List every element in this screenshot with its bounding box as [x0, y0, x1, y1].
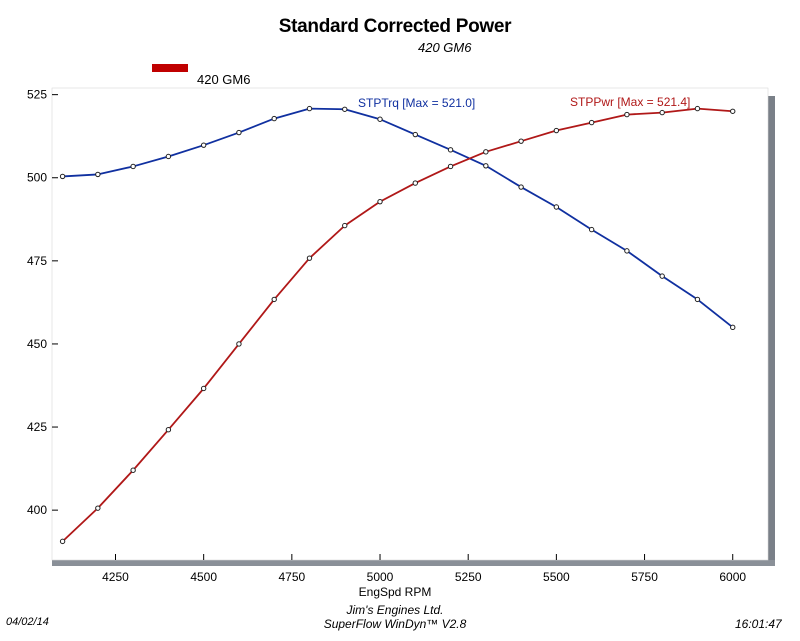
legend-swatch [152, 64, 188, 72]
data-point-stppwr [730, 108, 736, 114]
plot-frame [51, 87, 769, 561]
footer-date: 04/02/14 [6, 616, 49, 628]
data-point-stptrq [377, 116, 383, 122]
series-annotation-stppwr: STPPwr [Max = 521.4] [570, 95, 690, 109]
x-tick-label: 4500 [190, 570, 217, 584]
data-point-stppwr [130, 467, 136, 473]
data-point-stptrq [200, 142, 207, 148]
data-point-stppwr [483, 149, 489, 155]
series-annotation-stptrq: STPTrq [Max = 521.0] [358, 96, 475, 110]
data-point-stppwr [236, 341, 242, 347]
data-point-stppwr [165, 427, 172, 433]
legend-label: 420 GM6 [197, 72, 251, 87]
data-point-stptrq [659, 273, 665, 279]
y-tick-label: 400 [27, 503, 47, 517]
data-point-stptrq [624, 248, 630, 254]
data-point-stppwr [412, 180, 418, 186]
x-tick-label: 6000 [719, 570, 746, 584]
data-point-stptrq [518, 184, 524, 190]
x-tick-label: 4250 [102, 570, 129, 584]
x-tick-label: 4750 [278, 570, 305, 584]
data-point-stppwr [588, 119, 595, 126]
data-point-stptrq [306, 105, 313, 112]
y-tick-label: 450 [27, 337, 47, 351]
plot-frame-shadow [768, 96, 775, 566]
data-point-stptrq [130, 163, 136, 170]
data-point-stptrq [694, 296, 701, 303]
footer-software: SuperFlow WinDyn™ V2.8 [323, 617, 467, 631]
data-point-stptrq [59, 173, 66, 180]
x-tick-label: 5750 [631, 570, 658, 584]
data-point-stptrq [483, 163, 489, 169]
data-point-stppwr [342, 222, 348, 229]
y-tick-label: 475 [27, 254, 47, 268]
data-point-stppwr [306, 255, 313, 261]
data-point-stptrq [412, 131, 418, 138]
data-point-stptrq [730, 324, 736, 331]
data-point-stppwr [553, 127, 560, 134]
data-point-stptrq [271, 115, 277, 122]
series-line-stppwr [61, 107, 733, 543]
y-tick-label: 425 [27, 420, 47, 434]
chart-title: Standard Corrected Power [278, 16, 512, 37]
data-point-stppwr [659, 109, 665, 116]
data-point-stppwr [95, 505, 101, 511]
y-tick-label: 525 [27, 88, 47, 102]
data-point-stppwr [377, 198, 383, 205]
data-point-stppwr [59, 538, 66, 545]
series-line-stptrq [62, 107, 734, 329]
data-point-stptrq [588, 226, 595, 233]
x-tick-label: 5000 [367, 570, 394, 584]
x-axis: 4250 4500 4750 5000 5250 5500 5750 6000 [102, 554, 746, 584]
data-point-stppwr [518, 138, 524, 144]
y-tick-label: 500 [27, 171, 47, 185]
plot-frame-shadow-bottom [52, 560, 775, 566]
x-tick-label: 5250 [455, 570, 482, 584]
y-axis: 400 425 450 475 500 525 [27, 88, 58, 517]
data-point-stppwr [200, 385, 207, 392]
chart-subtitle: 420 GM6 [418, 40, 472, 55]
data-point-stptrq [95, 171, 101, 178]
annotations: STPTrq [Max = 521.0] STPPwr [Max = 521.4] [358, 95, 690, 110]
footer-company: Jim's Engines Ltd. [346, 603, 444, 617]
footer-time: 16:01:47 [735, 617, 782, 631]
data-point-stptrq [553, 204, 560, 210]
data-point-stptrq [236, 129, 242, 136]
x-axis-label: EngSpd RPM [359, 585, 432, 599]
data-point-stppwr [694, 105, 701, 112]
data-point-stptrq [447, 147, 454, 153]
data-point-stptrq [165, 153, 172, 160]
data-point-stptrq [342, 106, 348, 112]
data-point-stppwr [447, 163, 454, 170]
x-tick-label: 5500 [543, 570, 570, 584]
data-point-stppwr [624, 111, 630, 118]
series-group [59, 105, 736, 545]
data-point-stppwr [271, 296, 277, 303]
